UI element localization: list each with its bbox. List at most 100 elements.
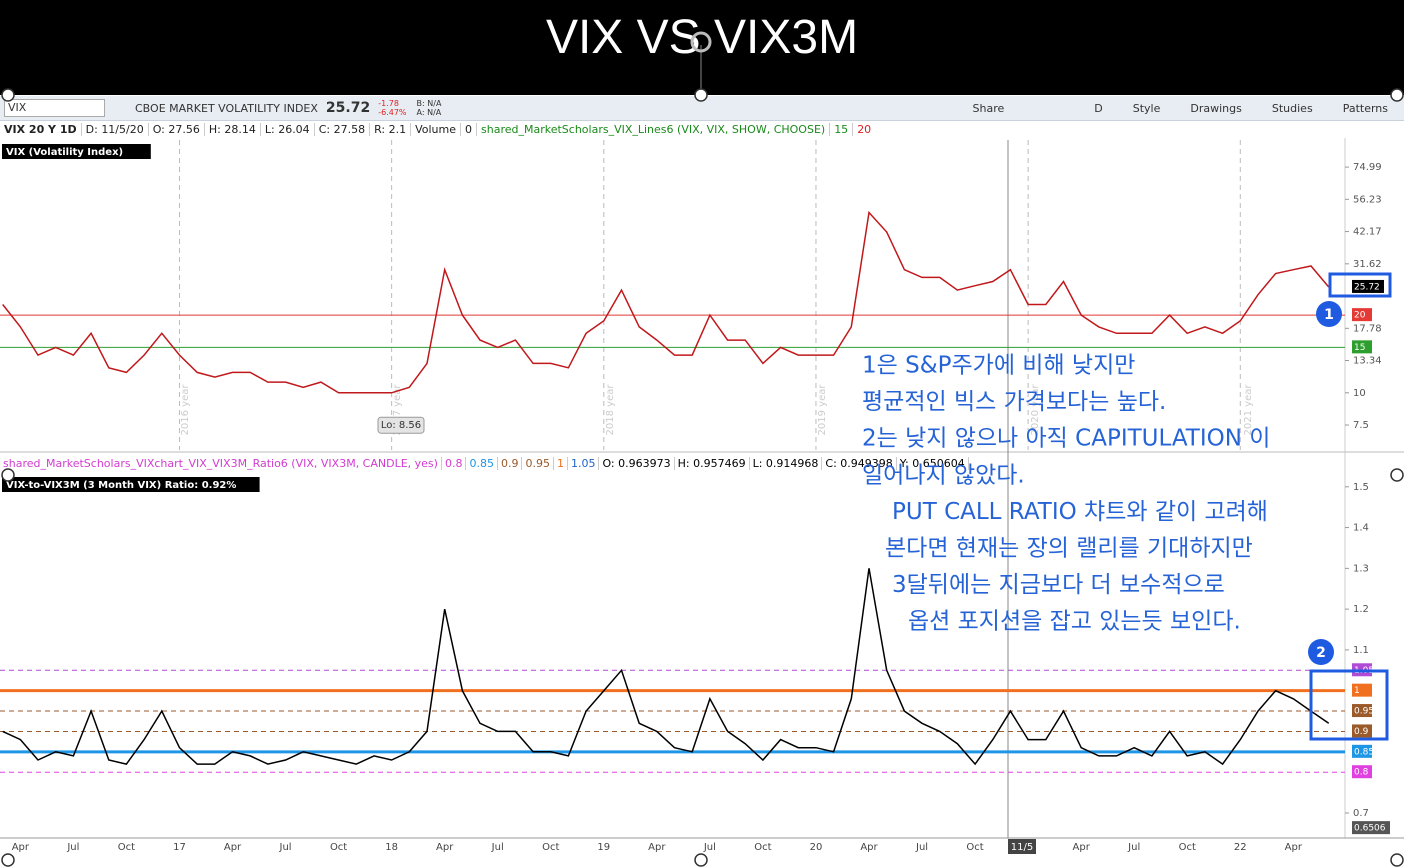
annotation: 2는 낮지 않으나 아직 CAPITULATION 이 xyxy=(862,426,1270,452)
highlight-box xyxy=(1328,272,1392,298)
marker xyxy=(1308,639,1334,665)
study-param: 0.95 xyxy=(522,456,554,470)
cursor-tag-label: 0.6506 xyxy=(1354,824,1386,834)
highlight-box xyxy=(1309,669,1389,741)
x-tick-label: Oct xyxy=(754,842,771,853)
annotation: 평균적인 빅스 가격보다는 높다. xyxy=(862,389,1166,415)
level-tag-label: 1.05 xyxy=(1354,666,1374,676)
level-tag xyxy=(1352,663,1372,677)
ohlc: L: 0.914968 xyxy=(750,456,823,470)
study-param: 1.05 xyxy=(568,456,600,470)
y-tick-label: 13.34 xyxy=(1353,355,1382,366)
pane-title: VIX-to-VIX3M (3 Month VIX) Ratio: 0.92% xyxy=(6,480,236,491)
study-param: 0.85 xyxy=(466,456,498,470)
last-tag-label: 25.72 xyxy=(1354,282,1380,292)
high: H: 28.14 xyxy=(205,123,261,136)
y-tick-label: 1.4 xyxy=(1353,523,1369,534)
ohlc: O: 0.963973 xyxy=(599,456,675,470)
period: VIX 20 Y 1D xyxy=(0,123,82,136)
date: D: 11/5/20 xyxy=(82,123,149,136)
toolbar-button[interactable]: Patterns xyxy=(1342,101,1388,115)
info-bar: VIX 20 Y 1D D: 11/5/20 O: 27.56 H: 28.14… xyxy=(0,121,1350,138)
x-tick-label: Apr xyxy=(436,842,454,853)
selection-handle xyxy=(1390,853,1404,867)
ohlc: Y: 0.650604 xyxy=(897,456,969,470)
watermark: 2020 year xyxy=(1030,384,1041,436)
marker xyxy=(1316,301,1342,327)
x-tick-label: 22 xyxy=(1234,842,1247,853)
level-tag xyxy=(1352,765,1372,779)
annotation: 본다면 현재는 장의 랠리를 기대하지만 xyxy=(885,536,1253,562)
volume: 0 xyxy=(461,123,477,136)
toolbar: VIX CBOE MARKET VOLATILITY INDEX 25.72 -… xyxy=(0,96,1404,121)
change-pct: -6.47% xyxy=(378,108,407,117)
selection-handle xyxy=(1390,468,1404,482)
y-tick-label: 74.99 xyxy=(1353,162,1382,173)
y-tick-label: 17.78 xyxy=(1353,323,1382,334)
level-tag-label: 15 xyxy=(1354,343,1365,353)
watermark: 2017 year xyxy=(392,384,403,436)
marker-label: 2 xyxy=(1316,645,1326,661)
level-tag-label: 20 xyxy=(1354,311,1366,321)
toolbar-button[interactable]: Studies xyxy=(1271,101,1313,115)
x-tick-label: Oct xyxy=(118,842,135,853)
level-tag-label: 0.9 xyxy=(1354,727,1369,737)
pane-title: VIX (Volatility Index) xyxy=(6,147,123,158)
x-tick-label: 19 xyxy=(597,842,610,853)
watermark: 2016 year xyxy=(180,384,191,436)
open: O: 27.56 xyxy=(149,123,205,136)
x-tick-label: Jul xyxy=(915,842,928,853)
toolbar-button[interactable]: D xyxy=(1094,101,1103,115)
volume-label: Volume xyxy=(411,123,461,136)
symbol-box[interactable]: VIX xyxy=(4,99,105,117)
x-tick-label: Apr xyxy=(224,842,242,853)
annotation: 3달뒤에는 지금보다 더 보수적으로 xyxy=(892,572,1225,598)
level-tag xyxy=(1352,704,1372,718)
change: -1.78 -6.47% xyxy=(378,99,406,117)
x-tick-label: 20 xyxy=(810,842,823,853)
ask: A: N/A xyxy=(416,108,442,117)
toolbar-button[interactable]: Drawings xyxy=(1190,101,1242,115)
level-tag xyxy=(1352,724,1372,738)
cursor-tag xyxy=(1352,821,1390,835)
last-tag xyxy=(1352,279,1384,293)
x-tick-label: Apr xyxy=(12,842,30,853)
y-tick-label: 1.5 xyxy=(1353,482,1369,493)
x-tick-label: Jul xyxy=(491,842,504,853)
x-tick-label: Jul xyxy=(66,842,79,853)
watermark: 2019 year xyxy=(817,384,828,436)
x-tick-label: 18 xyxy=(385,842,398,853)
low: L: 26.04 xyxy=(261,123,315,136)
level-tag xyxy=(1352,683,1372,697)
y-tick-label: 1.3 xyxy=(1353,563,1369,574)
pane-title-bg xyxy=(2,477,260,492)
study-param: 1 xyxy=(554,456,568,470)
study-param: 0.8 xyxy=(442,456,467,470)
bid: B: N/A xyxy=(416,99,442,108)
y-tick-label: 1.2 xyxy=(1353,604,1369,615)
study-param: 0.9 xyxy=(498,456,523,470)
y-tick-label: 7.5 xyxy=(1353,420,1369,431)
y-tick-label: 42.17 xyxy=(1353,227,1382,238)
level-tag xyxy=(1352,340,1372,354)
x-tick-label: Jul xyxy=(279,842,292,853)
low-tag: Lo: 8.56 xyxy=(381,420,421,431)
x-tick-label: 21 xyxy=(1022,842,1035,853)
crosshair-tag-label: 11/5 xyxy=(1011,842,1033,853)
study-param: 15 xyxy=(830,123,854,136)
ohlc: C: 0.949398 xyxy=(822,456,897,470)
study-name: shared_MarketScholars_VIXchart_VIX_VIX3M… xyxy=(0,456,442,470)
toolbar-button[interactable]: Share xyxy=(972,101,1005,115)
x-tick-label: Apr xyxy=(1073,842,1091,853)
low-tag-bg xyxy=(377,416,425,434)
slide-header: VIX VS VIX3M xyxy=(0,0,1404,95)
marker-label: 1 xyxy=(1324,307,1334,323)
toolbar-button[interactable]: Style xyxy=(1132,101,1161,115)
level-tag-label: 1 xyxy=(1354,686,1360,696)
y-tick-label: 0.7 xyxy=(1353,808,1369,819)
y-tick-label: 31.62 xyxy=(1353,259,1382,270)
symbol-name: CBOE MARKET VOLATILITY INDEX xyxy=(135,101,318,115)
study-name: shared_MarketScholars_VIX_Lines6 (VIX, V… xyxy=(477,123,831,136)
x-tick-label: Oct xyxy=(330,842,347,853)
